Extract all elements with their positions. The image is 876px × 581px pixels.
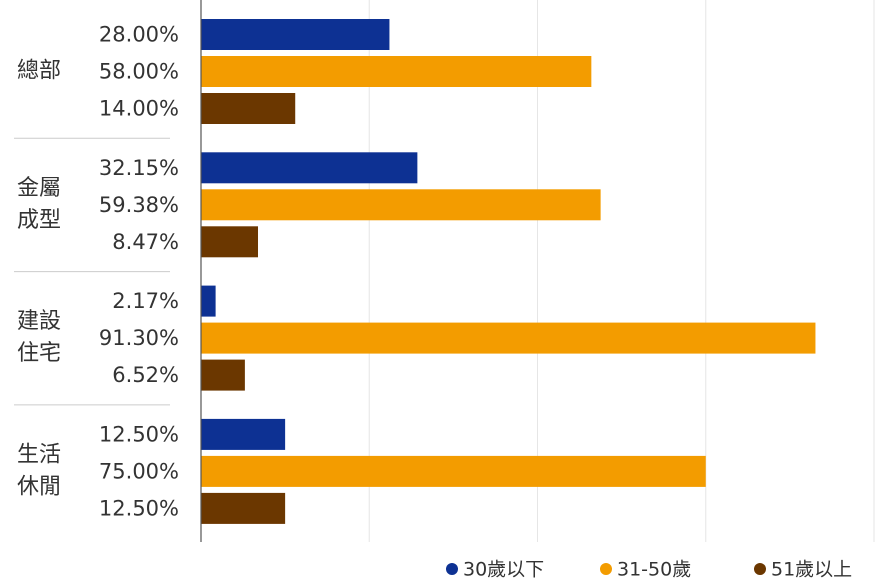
bar — [201, 93, 296, 124]
bar — [201, 322, 816, 354]
category-label: 成型 — [17, 208, 61, 233]
legend-marker — [754, 563, 766, 575]
category-separators — [14, 137, 170, 406]
gridlines — [368, 0, 875, 542]
bar — [201, 189, 601, 221]
legend: 30歲以下 31-50歲 51歲以上 — [446, 559, 852, 581]
legend-label: 30歲以下 — [463, 559, 544, 581]
category-label: 休閒 — [17, 474, 61, 499]
category-label: 總部 — [17, 59, 61, 84]
data-label: 12.50% — [99, 496, 179, 520]
category-label: 金屬 — [17, 176, 61, 201]
bar — [201, 455, 706, 487]
category-label: 生活 — [17, 442, 61, 467]
data-label: 2.17% — [112, 289, 179, 313]
bar — [201, 418, 286, 450]
legend-label: 31-50歲 — [617, 559, 691, 581]
data-label: 75.00% — [99, 459, 179, 483]
bars — [201, 19, 816, 524]
data-label: 28.00% — [99, 23, 179, 47]
data-label: 32.15% — [99, 156, 179, 180]
data-label: 12.50% — [99, 422, 179, 446]
bar — [201, 226, 259, 258]
category-label: 住宅 — [17, 341, 61, 366]
bar — [201, 152, 418, 184]
legend-marker — [446, 563, 458, 575]
bar — [201, 492, 286, 524]
bar — [201, 359, 245, 391]
bar — [201, 19, 390, 50]
data-label: 8.47% — [112, 230, 179, 254]
data-label: 91.30% — [99, 326, 179, 350]
data-label: 58.00% — [99, 60, 179, 84]
data-label: 14.00% — [99, 97, 179, 121]
legend-label: 51歲以上 — [771, 559, 852, 581]
category-label: 建設 — [17, 309, 61, 334]
bar — [201, 56, 592, 87]
bar — [201, 285, 216, 317]
legend-marker — [600, 563, 612, 575]
data-label: 6.52% — [112, 363, 179, 387]
data-label: 59.38% — [99, 193, 179, 217]
